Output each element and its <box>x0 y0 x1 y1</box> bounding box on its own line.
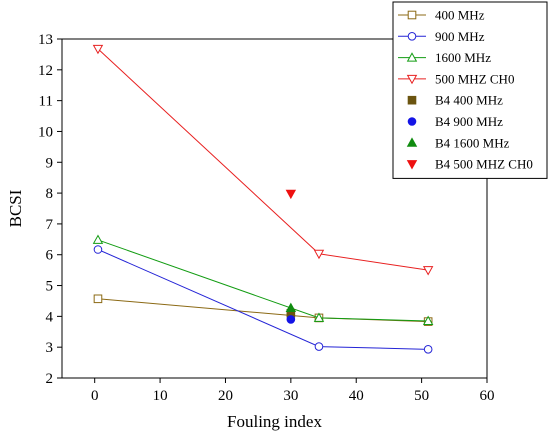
series-6 <box>286 315 296 324</box>
legend-marker <box>407 95 417 105</box>
data-point <box>285 302 297 313</box>
legend-marker <box>407 32 417 41</box>
legend-marker <box>406 52 418 62</box>
series-line <box>97 298 429 323</box>
series-7 <box>285 302 297 313</box>
legend-label: B4 1600 MHz <box>435 135 510 150</box>
y-tick-label: 8 <box>46 186 54 202</box>
y-tick-label: 13 <box>38 32 53 48</box>
series-8 <box>285 189 297 200</box>
y-tick-label: 9 <box>46 155 54 171</box>
legend-label: 500 MHZ CH0 <box>435 71 514 86</box>
x-axis-title: Fouling index <box>227 412 322 431</box>
data-point <box>93 294 103 304</box>
legend-item: B4 900 MHz <box>407 114 503 129</box>
legend-item: 900 MHz <box>398 29 485 44</box>
x-tick-label: 20 <box>218 388 233 404</box>
legend-item: B4 500 MHZ CH0 <box>406 157 533 172</box>
data-point <box>92 44 104 55</box>
x-tick-label: 0 <box>91 388 99 404</box>
series-3 <box>92 234 434 325</box>
legend-item: 500 MHZ CH0 <box>398 71 514 86</box>
y-tick-label: 11 <box>39 94 53 110</box>
y-tick-label: 7 <box>46 217 54 233</box>
legend-frame <box>392 1 548 179</box>
legend-item: 400 MHz <box>398 8 485 23</box>
y-tick-label: 6 <box>46 248 54 264</box>
legend-marker <box>407 10 417 20</box>
series-line <box>97 249 429 350</box>
legend-label: B4 500 MHZ CH0 <box>435 157 533 172</box>
series-layer <box>92 44 434 354</box>
legend-label: 900 MHz <box>435 29 485 44</box>
legend-label: 400 MHz <box>435 8 485 23</box>
x-tick-label: 50 <box>414 388 429 404</box>
series-2 <box>93 245 433 354</box>
data-point <box>313 249 325 260</box>
series-1 <box>93 294 433 326</box>
legend-item: 1600 MHz <box>398 50 491 65</box>
legend-marker <box>407 117 417 126</box>
data-point <box>285 189 297 200</box>
data-point <box>422 266 434 276</box>
data-point <box>313 312 325 322</box>
legend-item: B4 1600 MHz <box>406 135 510 150</box>
series-line <box>97 48 429 271</box>
y-tick-label: 3 <box>46 340 54 356</box>
y-axis-title: BCSI <box>6 189 25 227</box>
legend: 400 MHz 900 MHz 1600 MHz 500 MHZ CH0 B4 400 … <box>392 1 548 179</box>
y-tick-label: 5 <box>46 279 54 295</box>
series-line <box>97 239 429 322</box>
data-point <box>93 245 103 254</box>
y-tick-label: 12 <box>38 63 53 79</box>
data-point <box>423 345 433 354</box>
x-tick-label: 60 <box>480 388 495 404</box>
data-point <box>422 315 434 325</box>
data-point <box>92 234 104 244</box>
x-tick-label: 40 <box>349 388 364 404</box>
legend-marker <box>406 137 418 147</box>
legend-marker <box>406 160 418 170</box>
x-tick-label: 30 <box>283 388 298 404</box>
series-4 <box>92 44 434 276</box>
data-point <box>314 342 324 351</box>
x-tick-label: 10 <box>153 388 168 404</box>
legend-label: 1600 MHz <box>435 50 491 65</box>
axis-ticks: 0 10 20 30 40 50 60 2 3 4 5 6 7 8 9 10 11 12 13 <box>38 32 495 404</box>
legend-label: B4 400 MHz <box>435 93 503 108</box>
legend-marker <box>406 74 418 85</box>
data-point <box>286 315 296 324</box>
plot-area-frame <box>61 38 488 379</box>
y-tick-label: 10 <box>38 124 53 140</box>
y-tick-label: 4 <box>46 309 54 325</box>
y-tick-label: 2 <box>46 371 54 387</box>
legend-item: B4 400 MHz <box>407 93 503 108</box>
legend-label: B4 900 MHz <box>435 114 503 129</box>
